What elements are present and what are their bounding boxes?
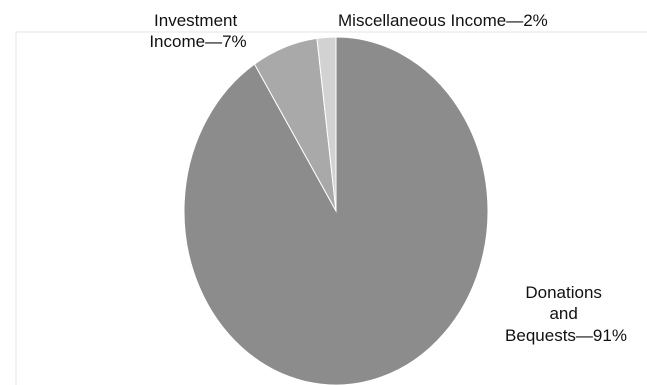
slice-miscellaneous-income	[316, 36, 337, 212]
slice-label-donations-line-3: Bequests—91%	[505, 326, 627, 345]
slice-label-miscellaneous-income-line-1: Miscellaneous Income—2%	[338, 11, 548, 30]
slice-label-donations-and-bequests: Donations and Bequests—91%	[505, 283, 627, 345]
pie-slices	[183, 36, 489, 385]
slice-label-investment-income-line-1: Investment	[154, 11, 237, 30]
slice-label-donations-line-2: and	[549, 304, 577, 323]
slice-label-investment-income-line-2: Income—7%	[149, 32, 246, 51]
slice-label-miscellaneous-income: Miscellaneous Income—2%	[338, 11, 548, 30]
slice-label-investment-income: Investment Income—7%	[149, 11, 246, 51]
slice-label-donations-line-1: Donations	[525, 283, 602, 302]
